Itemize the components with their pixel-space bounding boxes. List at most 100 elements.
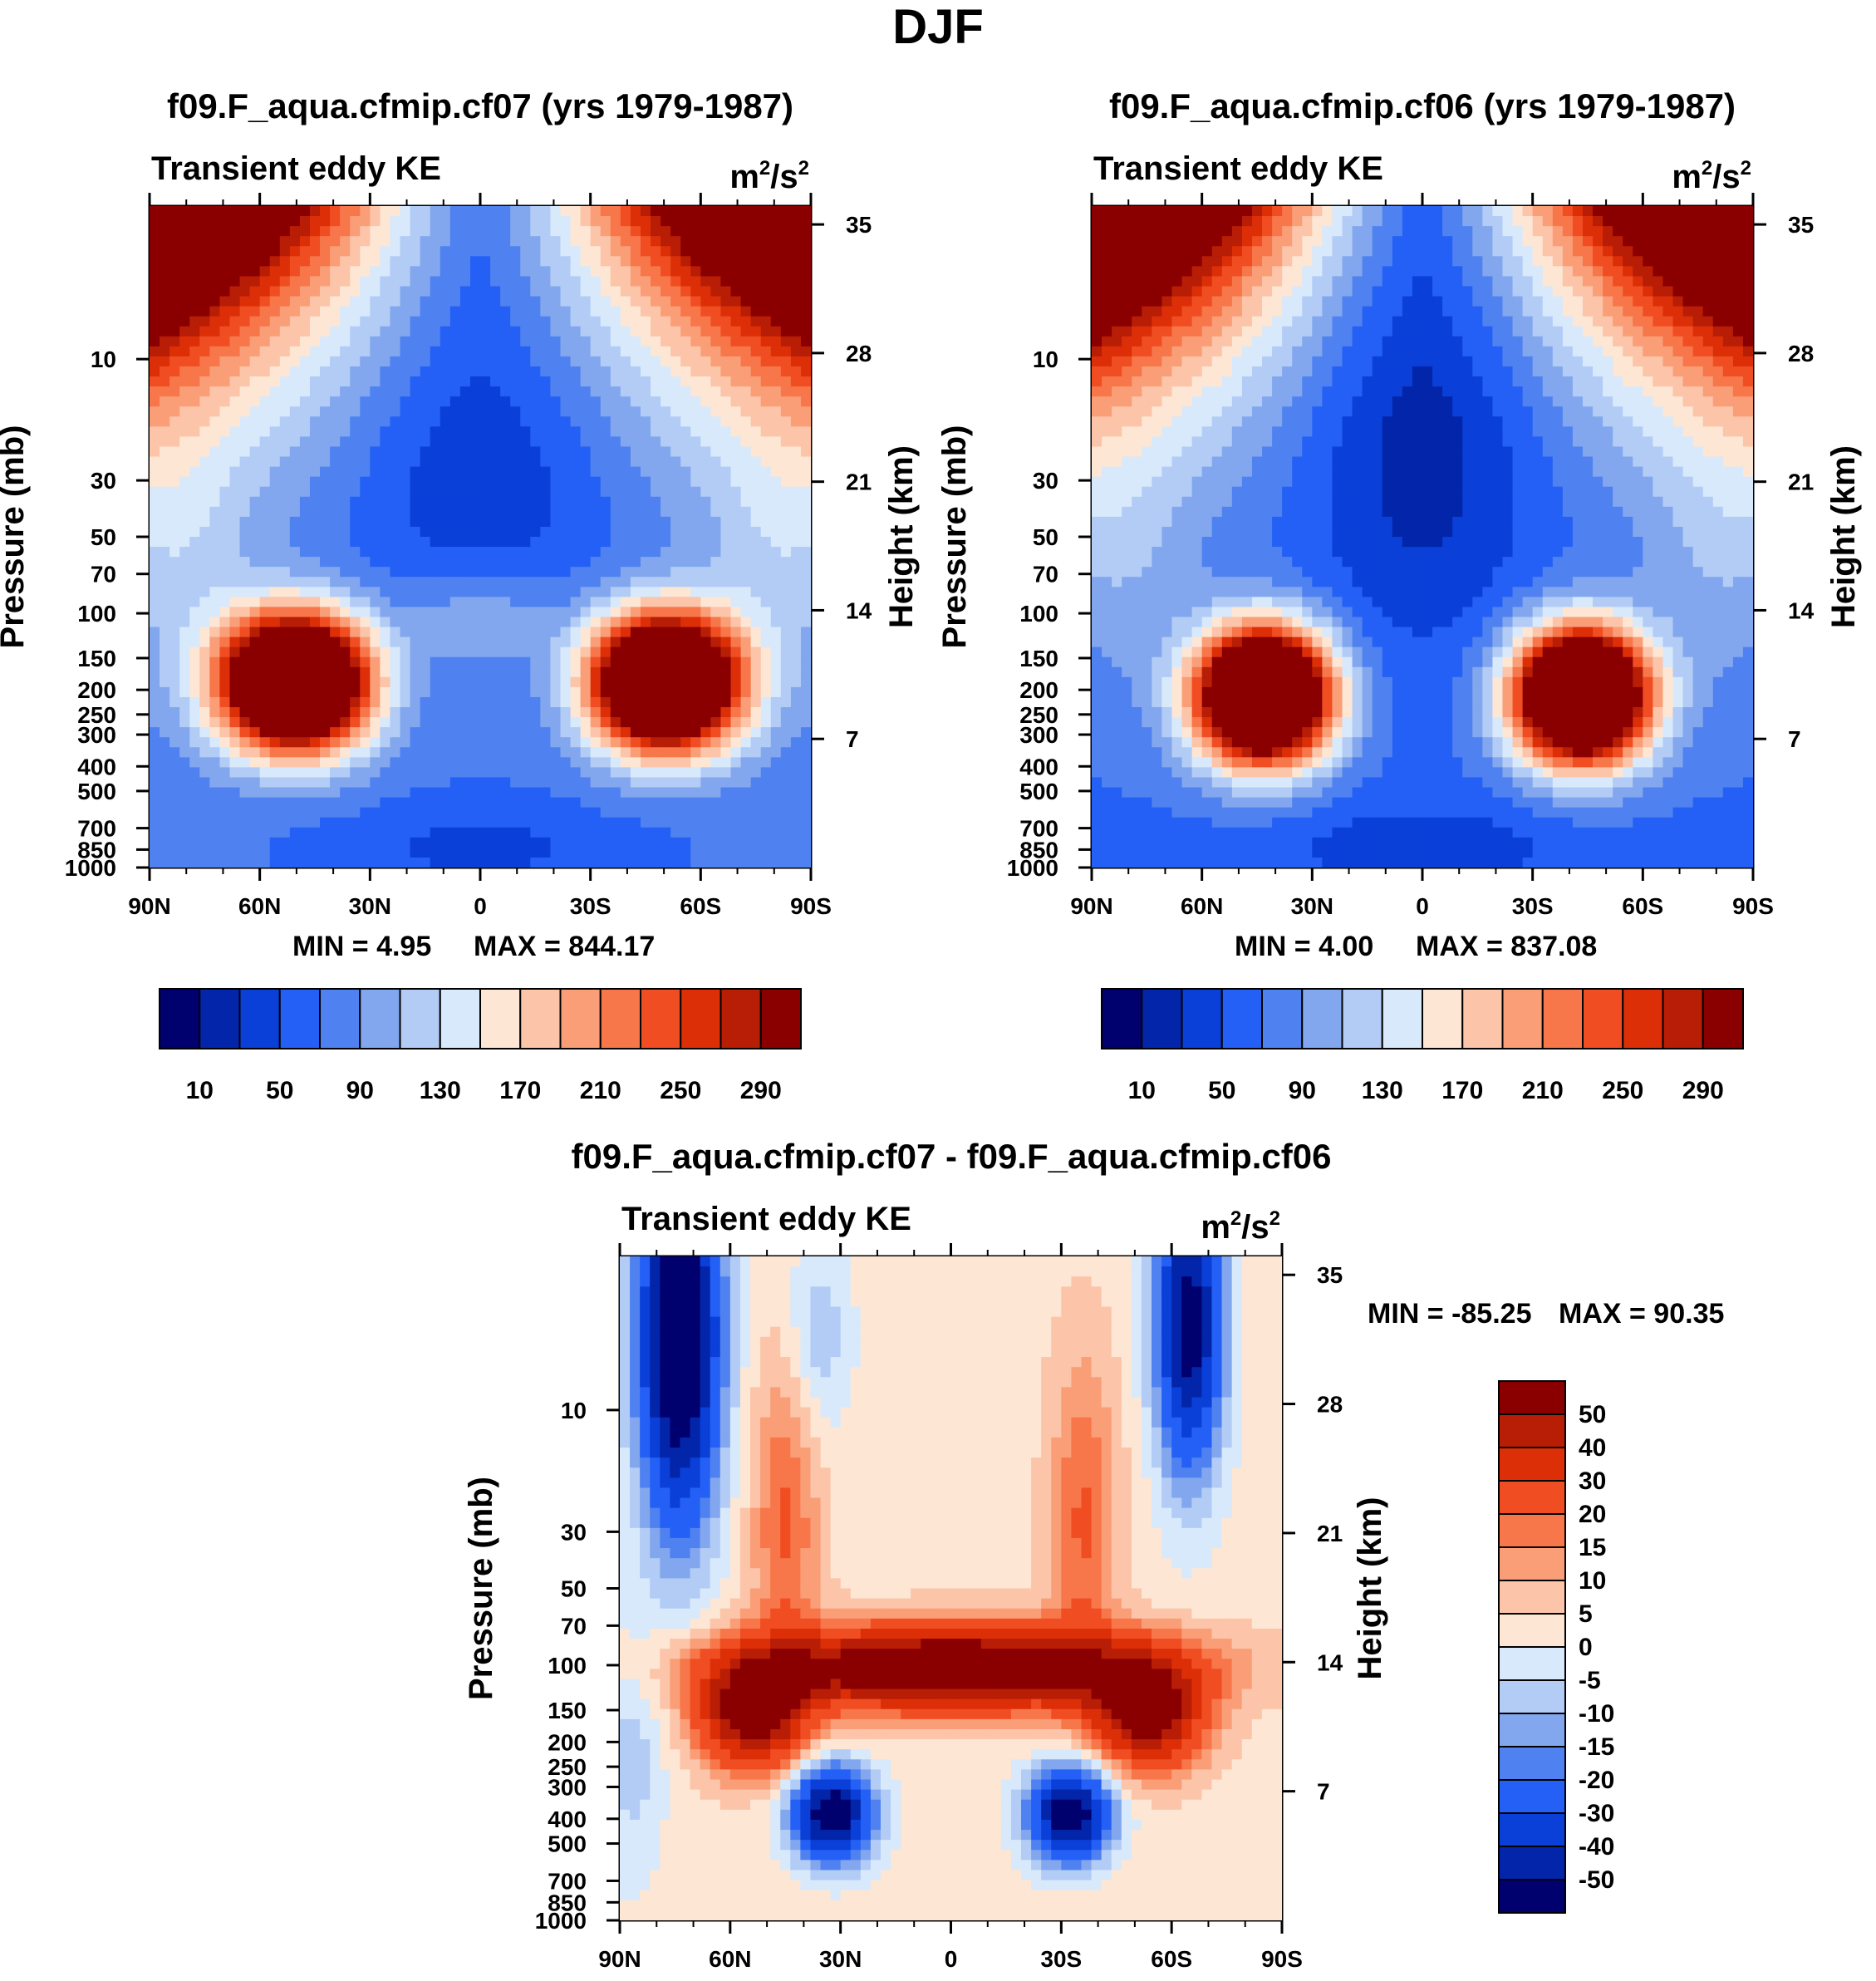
colorbar-box-diff-3 [1498,1480,1566,1515]
y-tick-label-cf06-2: 50 [1033,524,1058,550]
y-tick-label-diff-5: 150 [548,1698,587,1723]
colorbar-box-cf06-10 [1501,988,1544,1049]
field-cf07 [150,206,811,868]
units-label-cf06: m2/s2 [1672,157,1751,195]
panel-title-diff: f09.F_aqua.cfmip.cf07 - f09.F_aqua.cfmip… [572,1137,1332,1176]
x-tick-label-cf07-6: 90S [790,893,832,919]
colorbar-label-diff-10: -15 [1579,1733,1614,1761]
colorbar-box-cf06-11 [1541,988,1584,1049]
colorbar-box-diff-11 [1498,1746,1566,1781]
colorbar-label-diff-6: 5 [1579,1600,1593,1628]
colorbar-box-diff-8 [1498,1646,1566,1681]
height-tick-label-cf06-3: 14 [1788,597,1815,623]
y-tick-label-diff-8: 300 [548,1774,587,1800]
colorbar-label-diff-3: 20 [1579,1501,1606,1528]
y-axis-label-diff: Pressure (mb) [463,1477,499,1700]
units-label-cf07: m2/s2 [729,157,809,195]
colorbar-box-cf07-13 [680,988,722,1049]
colorbar-box-cf06-6 [1341,988,1383,1049]
colorbar-box-cf07-14 [719,988,762,1049]
colorbar-box-cf07-15 [759,988,802,1049]
colorbar-box-cf06-4 [1261,988,1304,1049]
panel-diff: f09.F_aqua.cfmip.cf07 - f09.F_aqua.cfmip… [463,1137,1724,1972]
y-tick-label-cf06-10: 500 [1019,779,1058,804]
colorbar-label-diff-14: -50 [1579,1866,1614,1894]
height-tick-label-cf07-0: 35 [846,212,872,238]
colorbar-box-cf07-4 [319,988,361,1049]
colorbar-box-diff-13 [1498,1812,1566,1847]
units-label-diff: m2/s2 [1201,1207,1280,1246]
y-tick-label-cf07-11: 700 [77,816,116,842]
x-tick-label-cf07-3: 0 [474,893,487,919]
colorbar-label-diff-5: 10 [1579,1567,1606,1595]
height-axis-label-cf06: Height (km) [1825,445,1862,628]
y-tick-label-cf06-6: 200 [1019,677,1058,703]
x-tick-label-cf07-2: 30N [349,893,391,919]
y-tick-label-cf06-1: 30 [1033,468,1058,494]
y-tick-label-cf07-6: 200 [77,677,116,703]
y-tick-label-diff-3: 70 [561,1613,587,1639]
y-tick-label-cf07-10: 500 [77,779,116,804]
colorbar-box-cf07-5 [359,988,401,1049]
x-tick-label-cf06-3: 0 [1416,893,1429,919]
colorbar-label-cf06-4: 170 [1441,1077,1483,1104]
colorbar-label-diff-0: 50 [1579,1401,1606,1428]
y-tick-label-diff-0: 10 [561,1398,587,1423]
colorbar-box-diff-5 [1498,1546,1566,1581]
colorbar-label-cf06-6: 250 [1602,1077,1643,1104]
colorbar-label-diff-12: -30 [1579,1800,1614,1827]
y-tick-label-diff-10: 500 [548,1831,587,1857]
min-value-diff: MIN = -85.25 [1368,1298,1531,1330]
colorbar-box-cf07-9 [519,988,562,1049]
colorbar-label-cf07-5: 210 [580,1077,621,1104]
colorbar-box-diff-1 [1498,1413,1566,1448]
colorbar-box-cf06-5 [1301,988,1343,1049]
y-tick-label-diff-2: 50 [561,1576,587,1602]
x-tick-label-cf07-1: 60N [238,893,281,919]
colorbar-box-diff-10 [1498,1713,1566,1748]
colorbar-box-diff-12 [1498,1779,1566,1814]
colorbar-box-diff-4 [1498,1513,1566,1548]
x-tick-label-cf06-1: 60N [1181,893,1223,919]
colorbar-label-cf06-3: 130 [1362,1077,1403,1104]
height-tick-label-cf07-3: 14 [846,597,872,623]
height-axis-label-cf07: Height (km) [883,445,920,628]
y-tick-label-cf07-8: 300 [77,722,116,748]
y-tick-label-cf07-12: 850 [77,837,116,863]
colorbar-box-cf07-8 [479,988,522,1049]
colorbar-box-cf06-3 [1220,988,1263,1049]
y-tick-label-cf07-1: 30 [91,468,116,494]
y-tick-label-cf06-4: 100 [1019,601,1058,627]
colorbar-label-cf07-6: 250 [660,1077,701,1104]
colorbar-box-cf06-12 [1582,988,1624,1049]
panel-title-cf06: f09.F_aqua.cfmip.cf06 (yrs 1979-1987) [1109,86,1736,125]
colorbar-box-cf07-10 [559,988,602,1049]
y-tick-label-diff-12: 850 [548,1890,587,1915]
height-tick-label-cf07-2: 21 [846,469,872,495]
x-tick-label-diff-2: 30N [819,1946,862,1972]
y-tick-label-cf06-12: 850 [1019,837,1058,863]
colorbar-box-cf06-2 [1181,988,1223,1049]
height-tick-label-diff-2: 21 [1317,1521,1343,1546]
y-tick-label-cf06-13: 1000 [1007,855,1058,881]
colorbar-box-diff-9 [1498,1679,1566,1714]
x-tick-label-cf06-5: 60S [1622,893,1663,919]
field-diff [620,1256,1282,1920]
colorbar-label-cf06-7: 290 [1682,1077,1724,1104]
colorbar-box-cf06-7 [1381,988,1423,1049]
colorbar-label-cf07-7: 290 [740,1077,782,1104]
y-tick-label-cf07-5: 150 [77,646,116,671]
y-axis-label-cf07: Pressure (mb) [0,425,31,649]
x-tick-label-cf07-0: 90N [128,893,170,919]
x-tick-label-diff-0: 90N [598,1946,641,1972]
y-tick-label-cf07-3: 70 [91,562,116,587]
height-tick-label-cf07-1: 28 [846,341,872,366]
colorbar-box-cf07-12 [640,988,682,1049]
colorbar-label-cf06-1: 50 [1208,1077,1235,1104]
y-tick-label-cf07-13: 1000 [65,855,116,881]
colorbar-label-cf07-3: 130 [420,1077,461,1104]
colorbar-box-cf06-1 [1141,988,1183,1049]
colorbar-box-cf07-6 [399,988,441,1049]
colorbar-label-diff-9: -10 [1579,1700,1614,1728]
colorbar-label-cf06-0: 10 [1128,1077,1156,1104]
